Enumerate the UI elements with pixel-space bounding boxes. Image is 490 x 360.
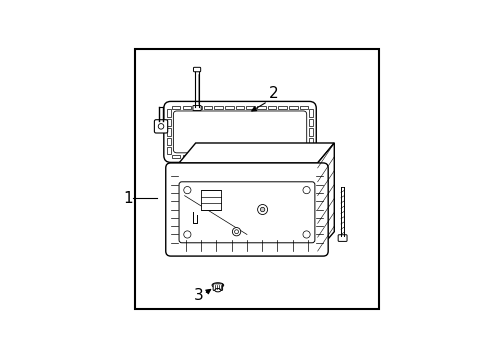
FancyBboxPatch shape <box>166 163 328 256</box>
Bar <box>204 155 212 158</box>
Circle shape <box>303 231 310 238</box>
Bar <box>167 119 171 126</box>
Bar <box>236 155 244 158</box>
Bar <box>204 105 212 109</box>
Bar <box>193 155 201 158</box>
Bar <box>201 190 220 210</box>
Bar <box>167 138 171 145</box>
FancyBboxPatch shape <box>164 102 316 162</box>
Bar <box>167 128 171 135</box>
Bar <box>167 147 171 154</box>
FancyBboxPatch shape <box>338 235 347 242</box>
Circle shape <box>184 186 191 194</box>
FancyBboxPatch shape <box>173 111 307 153</box>
Bar <box>300 155 308 158</box>
Bar <box>300 105 308 109</box>
Bar <box>268 105 276 109</box>
Bar <box>246 155 255 158</box>
Bar <box>236 105 244 109</box>
Bar <box>182 105 191 109</box>
Bar <box>225 155 234 158</box>
Bar <box>268 155 276 158</box>
Bar <box>135 49 379 309</box>
Text: 3: 3 <box>194 288 203 303</box>
Bar <box>257 105 266 109</box>
Bar <box>215 155 223 158</box>
Circle shape <box>232 228 241 236</box>
Polygon shape <box>179 143 334 163</box>
Polygon shape <box>318 143 334 251</box>
FancyBboxPatch shape <box>194 67 201 72</box>
Circle shape <box>235 230 239 234</box>
Circle shape <box>303 186 310 194</box>
FancyBboxPatch shape <box>179 182 315 243</box>
Circle shape <box>258 204 268 215</box>
Bar <box>309 147 313 154</box>
Ellipse shape <box>212 283 223 288</box>
FancyBboxPatch shape <box>213 284 222 291</box>
Text: 1: 1 <box>123 191 133 206</box>
Bar <box>309 128 313 135</box>
Bar <box>257 155 266 158</box>
Bar <box>225 105 234 109</box>
Bar <box>172 105 180 109</box>
Bar <box>246 105 255 109</box>
Circle shape <box>158 123 164 129</box>
Bar <box>172 155 180 158</box>
Bar <box>215 105 223 109</box>
Circle shape <box>184 231 191 238</box>
Bar <box>278 105 287 109</box>
Bar <box>309 109 313 117</box>
Bar <box>309 119 313 126</box>
Bar <box>193 105 201 109</box>
Text: 2: 2 <box>269 86 278 100</box>
FancyBboxPatch shape <box>154 120 168 133</box>
Ellipse shape <box>215 288 221 292</box>
Circle shape <box>260 207 265 212</box>
Bar <box>278 155 287 158</box>
Bar <box>309 138 313 145</box>
Bar <box>182 155 191 158</box>
Bar <box>289 155 297 158</box>
FancyBboxPatch shape <box>193 105 201 111</box>
Bar <box>167 109 171 117</box>
Bar <box>289 105 297 109</box>
